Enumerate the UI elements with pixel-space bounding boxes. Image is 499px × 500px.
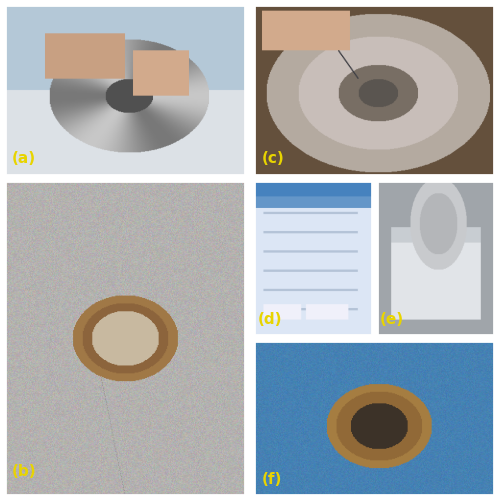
Text: (e): (e) [380, 312, 404, 328]
Text: (f): (f) [261, 472, 282, 488]
Text: (b): (b) [12, 464, 37, 479]
Text: (d): (d) [258, 312, 282, 328]
Text: (c): (c) [261, 152, 284, 166]
Text: (a): (a) [12, 152, 36, 166]
